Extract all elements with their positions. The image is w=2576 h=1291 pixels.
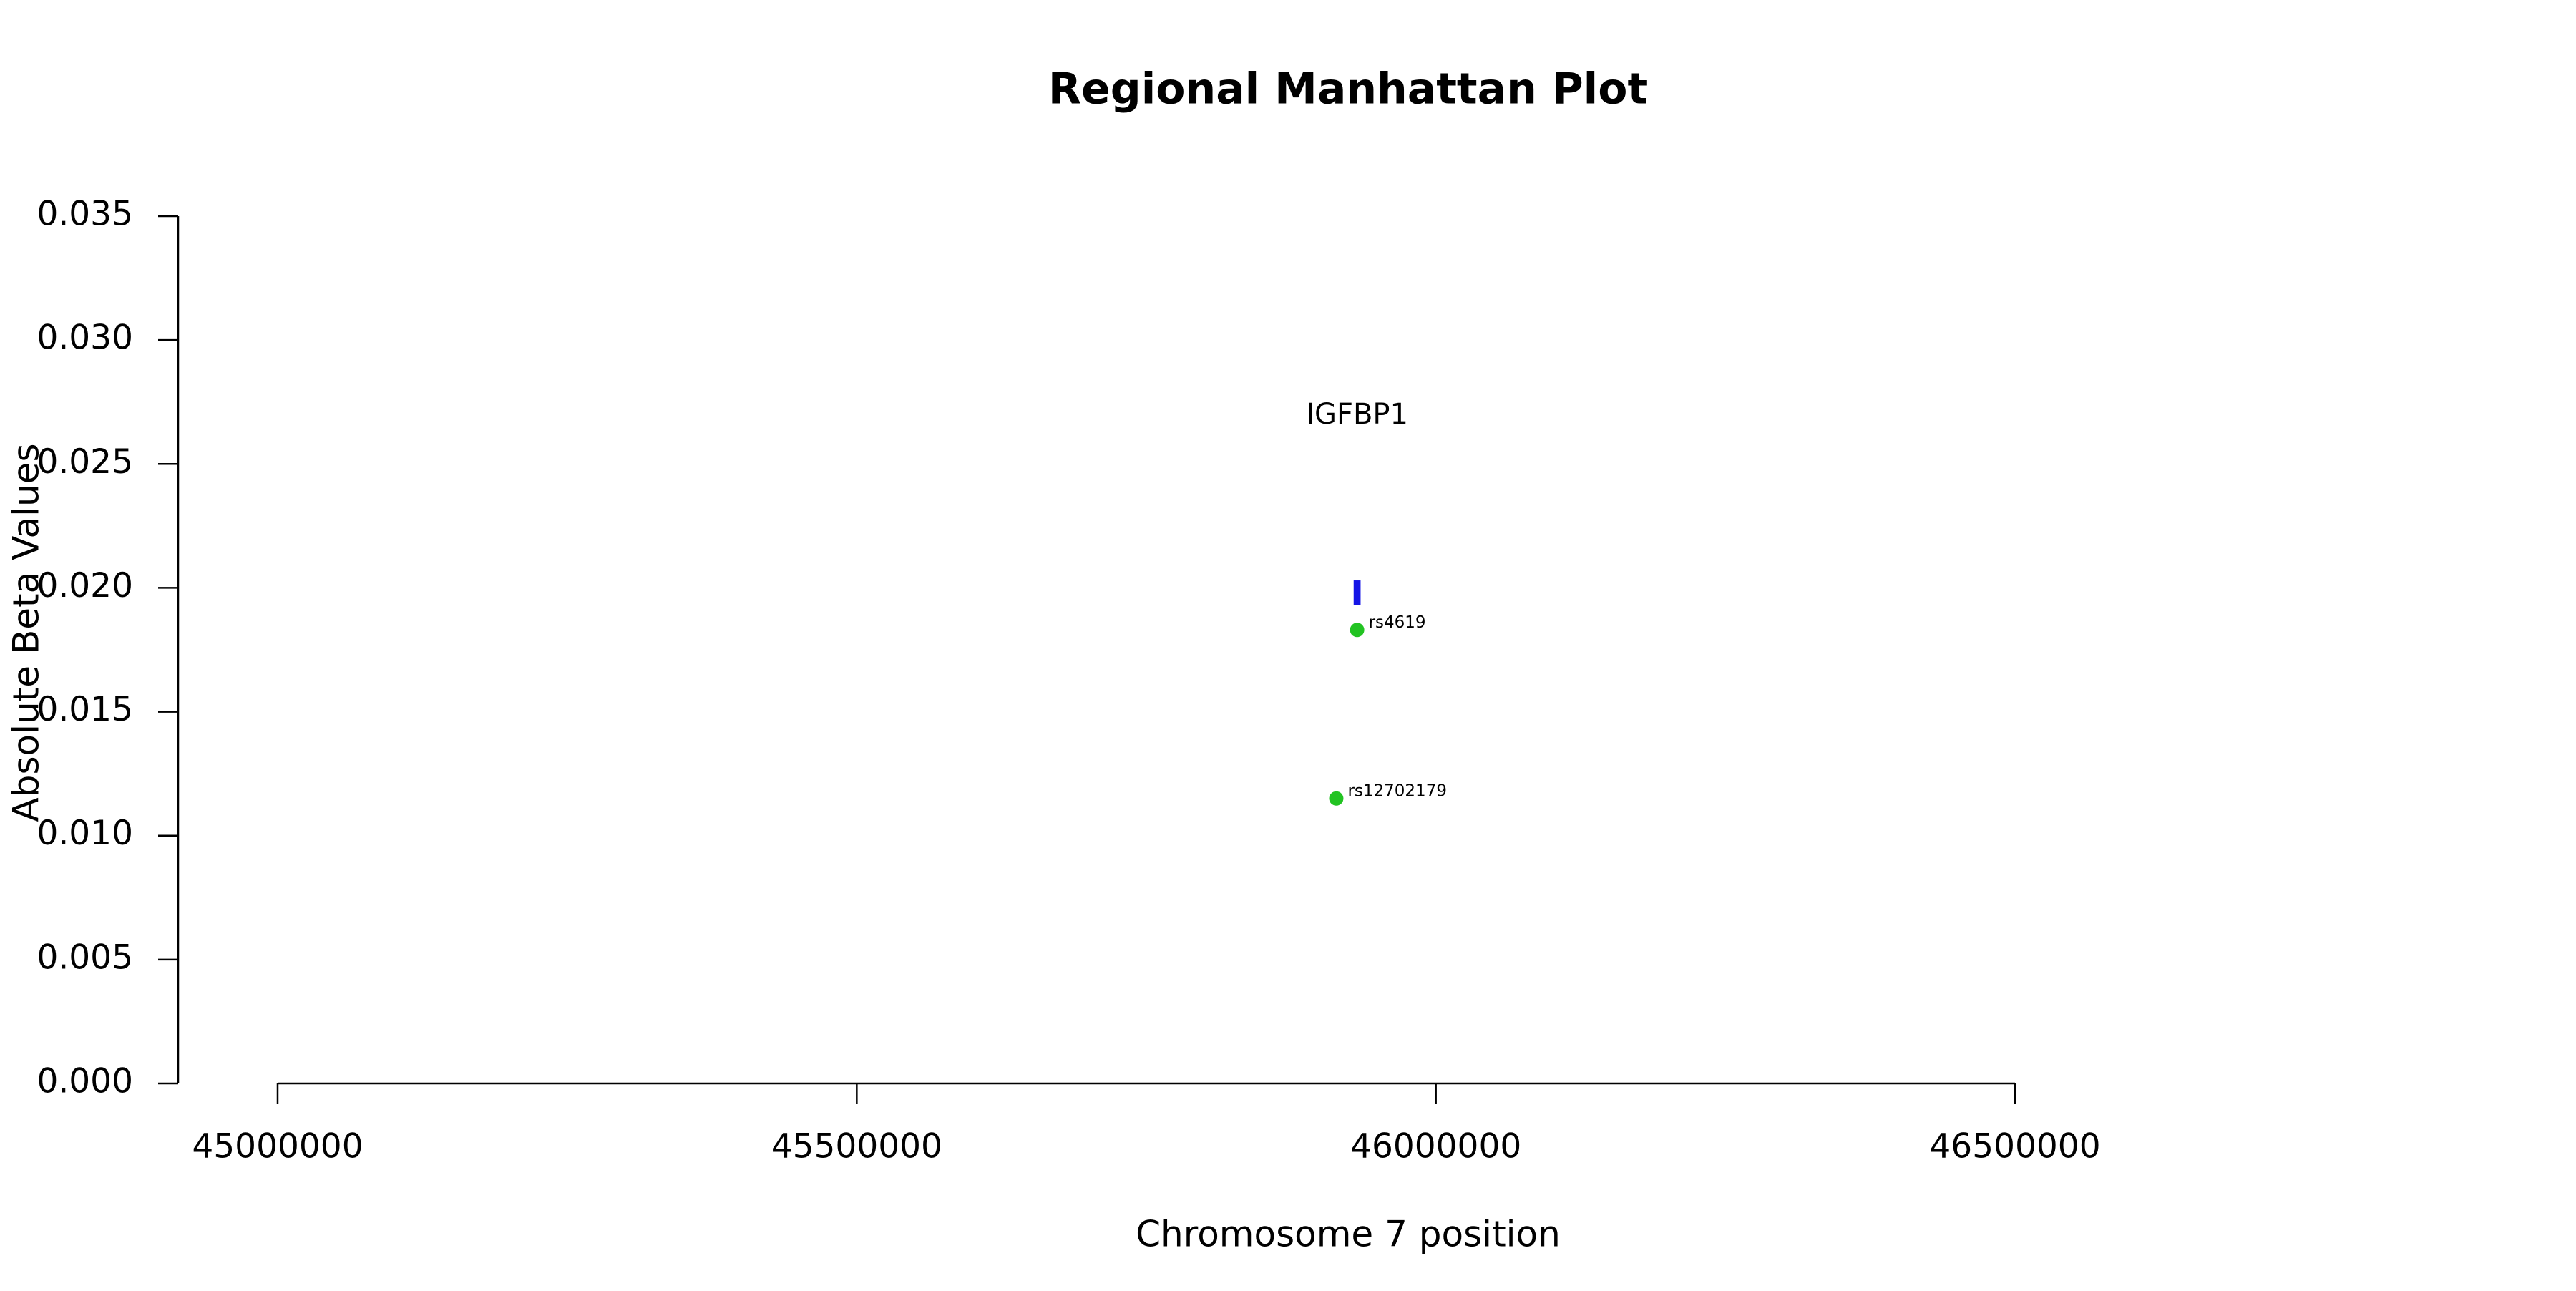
snp-point [1329,791,1344,806]
snp-label: rs4619 [1369,613,1426,632]
x-tick-label: 46000000 [1350,1127,1521,1166]
gene-block [1353,580,1361,605]
chart-title: Regional Manhattan Plot [1048,64,1648,115]
snp-point [1350,623,1365,638]
y-tick-label: 0.030 [36,318,133,358]
gene-label: IGFBP1 [1306,398,1408,431]
y-tick-label: 0.025 [36,442,133,482]
x-tick-label: 46500000 [1929,1127,2100,1166]
y-tick-label: 0.005 [36,937,133,977]
y-tick-label: 0.010 [36,814,133,853]
x-tick-label: 45000000 [192,1127,363,1166]
y-tick-label: 0.000 [36,1062,133,1101]
x-tick-label: 45500000 [771,1127,942,1166]
y-tick-label: 0.035 [36,195,133,234]
y-tick-label: 0.015 [36,690,133,729]
y-tick-label: 0.020 [36,566,133,605]
snp-label: rs12702179 [1347,781,1447,800]
y-axis-label: Absolute Beta Values [6,444,47,822]
x-axis-label: Chromosome 7 position [1136,1214,1561,1255]
